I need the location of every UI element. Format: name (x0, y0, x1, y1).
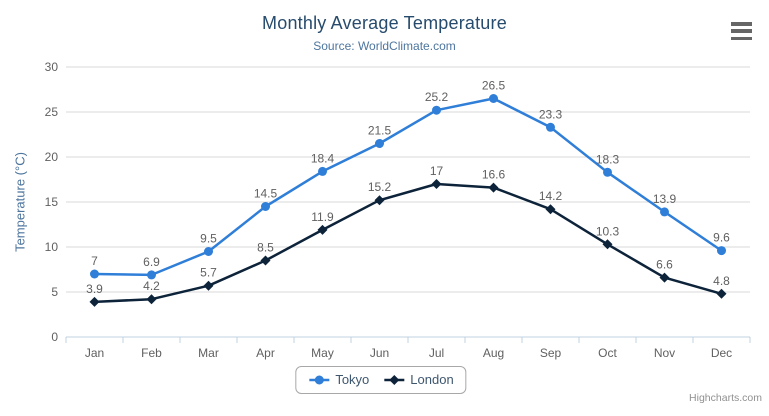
point-london-mar[interactable] (203, 280, 214, 291)
data-label-tokyo-sep: 23.3 (539, 107, 563, 121)
data-label-tokyo-oct: 18.3 (596, 152, 620, 166)
point-tokyo-jan[interactable] (90, 269, 99, 279)
y-axis-tick-label: 10 (45, 240, 59, 254)
point-tokyo-nov[interactable] (660, 207, 669, 217)
hamburger-icon (731, 36, 752, 40)
data-label-london-oct: 10.3 (596, 224, 620, 238)
data-label-tokyo-nov: 13.9 (653, 192, 677, 206)
series-line-tokyo (93, 97, 723, 277)
legend-item-london[interactable]: London (383, 372, 454, 387)
chart-title: Monthly Average Temperature (262, 13, 507, 33)
point-tokyo-sep[interactable] (546, 122, 555, 132)
point-tokyo-oct[interactable] (603, 167, 612, 177)
y-axis-tick-label: 20 (45, 150, 59, 164)
x-axis-label-sep: Sep (540, 346, 562, 360)
y-axis-tick-label: 25 (45, 105, 59, 119)
point-tokyo-dec[interactable] (717, 246, 726, 256)
point-tokyo-jul[interactable] (432, 105, 441, 115)
data-label-tokyo-jul: 25.2 (425, 90, 449, 104)
x-axis-label-nov: Nov (654, 346, 675, 360)
point-london-aug[interactable] (488, 182, 499, 193)
data-label-london-feb: 4.2 (143, 279, 160, 293)
x-axis-label-mar: Mar (198, 346, 219, 360)
point-london-dec[interactable] (716, 288, 727, 299)
data-label-tokyo-aug: 26.5 (482, 79, 506, 93)
tokyo-series-marker-icon (309, 375, 330, 384)
point-london-sep[interactable] (545, 204, 556, 215)
point-london-jan[interactable] (89, 296, 100, 307)
x-axis-label-dec: Dec (711, 346, 732, 360)
point-london-nov[interactable] (659, 272, 670, 283)
data-label-tokyo-may: 18.4 (311, 151, 335, 165)
data-label-tokyo-dec: 9.6 (713, 231, 730, 245)
x-axis-label-aug: Aug (483, 346, 504, 360)
point-london-apr[interactable] (260, 255, 271, 266)
data-label-london-sep: 14.2 (539, 189, 563, 203)
legend-label-tokyo: Tokyo (335, 372, 370, 387)
point-tokyo-mar[interactable] (204, 247, 213, 256)
data-label-london-jan: 3.9 (86, 282, 103, 296)
data-label-london-dec: 4.8 (713, 274, 730, 288)
export-menu-button[interactable] (731, 21, 752, 41)
point-tokyo-apr[interactable] (261, 202, 270, 211)
point-london-feb[interactable] (146, 294, 157, 305)
x-axis-label-feb: Feb (141, 346, 162, 360)
y-axis-tick-label: 30 (45, 60, 59, 74)
data-label-tokyo-feb: 6.9 (143, 255, 160, 269)
point-london-jun[interactable] (374, 195, 385, 206)
point-tokyo-feb[interactable] (147, 270, 156, 280)
point-london-oct[interactable] (602, 239, 613, 250)
chart-subtitle: Source: WorldClimate.com (313, 39, 456, 53)
data-label-london-nov: 6.6 (656, 258, 673, 272)
london-series-marker-icon (384, 374, 405, 385)
hamburger-icon (731, 29, 752, 33)
data-label-tokyo-apr: 14.5 (254, 187, 278, 201)
x-axis-label-jul: Jul (429, 346, 444, 360)
data-label-london-apr: 8.5 (257, 241, 274, 255)
data-label-tokyo-jan: 7 (91, 254, 98, 268)
data-label-london-aug: 16.6 (482, 168, 506, 182)
data-label-london-jun: 15.2 (368, 180, 392, 194)
data-label-london-jul: 17 (430, 164, 444, 178)
point-tokyo-aug[interactable] (489, 94, 498, 103)
x-axis-label-jun: Jun (370, 346, 389, 360)
point-tokyo-may[interactable] (318, 166, 327, 176)
data-label-london-may: 11.9 (311, 210, 334, 224)
data-label-london-mar: 5.7 (200, 266, 217, 280)
point-london-may[interactable] (317, 224, 328, 235)
point-tokyo-jun[interactable] (375, 139, 384, 148)
highcharts-credits-link[interactable]: Highcharts.com (689, 392, 762, 404)
legend-item-tokyo[interactable]: Tokyo (308, 372, 369, 387)
legend-label-london: London (410, 372, 454, 387)
x-axis-label-apr: Apr (256, 346, 275, 360)
y-axis-tick-label: 5 (51, 285, 58, 299)
y-axis-tick-label: 0 (51, 330, 58, 344)
hamburger-icon (731, 22, 752, 26)
data-label-tokyo-jun: 21.5 (368, 124, 392, 138)
x-axis-label-may: May (311, 346, 334, 360)
x-axis-label-jan: Jan (85, 346, 104, 360)
y-axis-tick-label: 15 (45, 195, 59, 209)
legend: Tokyo London (295, 366, 467, 394)
data-label-tokyo-mar: 9.5 (200, 232, 217, 246)
x-axis-label-oct: Oct (598, 346, 617, 360)
point-london-jul[interactable] (431, 179, 442, 189)
series-line-london (93, 182, 723, 304)
